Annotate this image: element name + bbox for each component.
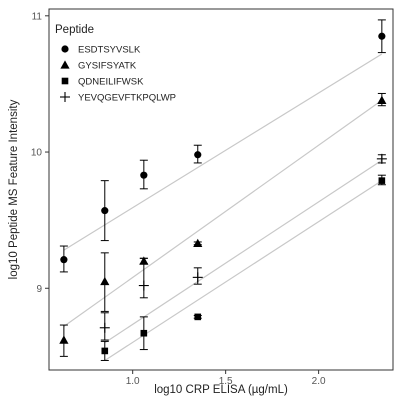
legend-item: GYSIFSYATK [60, 60, 137, 72]
data-point [378, 32, 386, 40]
legend-key [60, 92, 70, 102]
y-tick-label: 11 [32, 11, 43, 22]
legend-key [60, 60, 70, 69]
legend-title: Peptide [55, 24, 94, 36]
legend-label: ESDTSYVSLK [78, 45, 141, 56]
fit-line [104, 159, 383, 344]
y-axis-ticks: 9 10 11 [31, 11, 49, 295]
data-point [140, 329, 148, 337]
x-axis-title: log10 CRP ELISA (µg/mL) [154, 384, 288, 396]
fit-lines [63, 53, 383, 361]
data-point [100, 276, 110, 286]
x-tick-label: 1.5 [219, 376, 233, 387]
data-point [138, 280, 149, 291]
data-points [59, 32, 387, 355]
legend-label: QDNEILIFWSK [78, 77, 144, 88]
legend: Peptide ESDTSYVSLK GYSIFSYATK QDNEILIFWSK Y… [55, 24, 176, 104]
data-point [194, 313, 202, 321]
data-point [193, 238, 203, 247]
fit-line [63, 53, 383, 251]
data-point [378, 177, 386, 184]
legend-key [61, 77, 69, 85]
legend-item: QDNEILIFWSK [61, 77, 144, 88]
legend-label: GYSIFSYATK [78, 61, 137, 72]
data-point [101, 347, 109, 355]
plot-panel-border [48, 8, 394, 371]
y-tick-label: 10 [31, 148, 43, 159]
data-point [377, 95, 387, 104]
y-axis-title: log10 Peptide MS Feature Intensity [8, 99, 20, 279]
data-point [101, 207, 109, 215]
data-point [60, 256, 68, 264]
data-point [376, 153, 387, 164]
data-point [194, 151, 202, 159]
legend-key [61, 45, 69, 53]
x-tick-label: 1.0 [126, 376, 140, 387]
data-point [139, 256, 149, 265]
x-tick-label: 2.0 [312, 376, 326, 387]
data-point [192, 272, 203, 283]
y-tick-label: 9 [36, 284, 42, 295]
data-point [99, 322, 110, 333]
x-axis-ticks: 1.0 1.5 2.0 [126, 370, 326, 387]
legend-item: YEVQGEVFTKPQLWP [60, 92, 176, 104]
legend-item: ESDTSYVSLK [61, 45, 141, 56]
legend-label: YEVQGEVFTKPQLWP [78, 93, 176, 104]
fit-line [104, 180, 383, 361]
data-point [140, 171, 148, 179]
fit-line [63, 99, 383, 327]
data-point [59, 335, 69, 344]
